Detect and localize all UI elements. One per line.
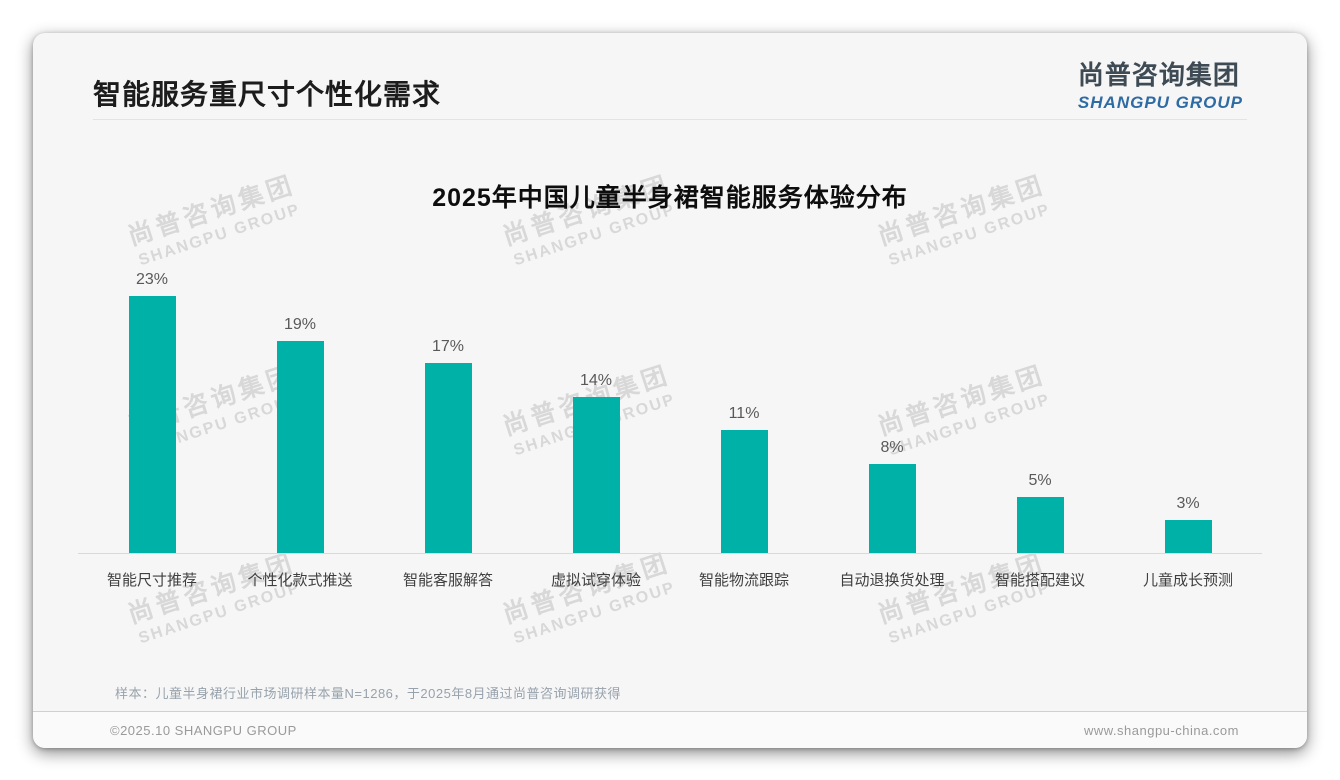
bar-value-label: 5% <box>1028 472 1052 490</box>
bar-column: 19% <box>226 316 374 553</box>
bar <box>1164 519 1212 553</box>
bar-value-label: 23% <box>135 271 169 289</box>
logo-en-text: SHANGPU GROUP <box>1077 93 1243 112</box>
bar <box>128 296 176 553</box>
logo-cn-text: 尚普咨询集团 <box>1077 60 1240 90</box>
chart-category-axis: 智能尺寸推荐 个性化款式推送 智能客服解答 虚拟试穿体验 智能物流跟踪 自动退换货处理 智能… <box>78 555 1262 590</box>
bar-column: 3% <box>1114 494 1262 553</box>
category-label: 智能搭配建议 <box>994 572 1085 589</box>
chart-plot: 23% 19% 17% 14% 11% 8% 5% 3% <box>78 265 1262 554</box>
bar <box>720 430 768 553</box>
bar <box>424 363 472 553</box>
category-label: 虚拟试穿体验 <box>550 572 641 589</box>
bar-value-label: 3% <box>1176 494 1200 512</box>
chart-title: 2025年中国儿童半身裙智能服务体验分布 <box>432 184 908 212</box>
page-title: 智能服务重尺寸个性化需求 <box>93 79 442 110</box>
bar-column: 11% <box>670 405 818 553</box>
bar-value-label: 19% <box>283 315 317 333</box>
bar <box>572 396 620 553</box>
category-label: 儿童成长预测 <box>1142 572 1233 589</box>
website-text: www.shangpu-china.com <box>1083 722 1239 738</box>
bar-column: 14% <box>522 372 670 553</box>
copyright-text: ©2025.10 SHANGPU GROUP <box>110 722 297 738</box>
sample-note: 样本：儿童半身裙行业市场调研样本量N=1286，于2025年8月通过尚普咨询调研… <box>115 686 622 701</box>
slide-card: 尚普咨询集团 SHANGPU GROUP 尚普咨询集团 SHANGPU GROUP 尚普… <box>33 33 1307 748</box>
bar-value-label: 8% <box>880 438 904 456</box>
category-label: 智能客服解答 <box>402 572 493 589</box>
bar-column: 8% <box>818 439 966 553</box>
bar-value-label: 17% <box>431 338 465 356</box>
bar-column: 23% <box>78 271 226 553</box>
category-label: 自动退换货处理 <box>839 572 945 589</box>
header-divider <box>93 119 1247 120</box>
category-label: 智能物流跟踪 <box>698 572 789 589</box>
footer-bar: ©2025.10 SHANGPU GROUP www.shangpu-china… <box>33 711 1307 748</box>
bar <box>276 340 324 553</box>
bar <box>1016 497 1064 553</box>
bar <box>868 463 916 553</box>
bar-value-label: 14% <box>579 371 613 389</box>
bar-column: 17% <box>374 338 522 553</box>
category-label: 智能尺寸推荐 <box>106 572 197 589</box>
company-logo: 尚普咨询集团 SHANGPU GROUP <box>1078 55 1243 113</box>
bar-value-label: 11% <box>728 405 760 423</box>
bar-column: 5% <box>966 472 1114 553</box>
category-label: 个性化款式推送 <box>247 572 353 589</box>
